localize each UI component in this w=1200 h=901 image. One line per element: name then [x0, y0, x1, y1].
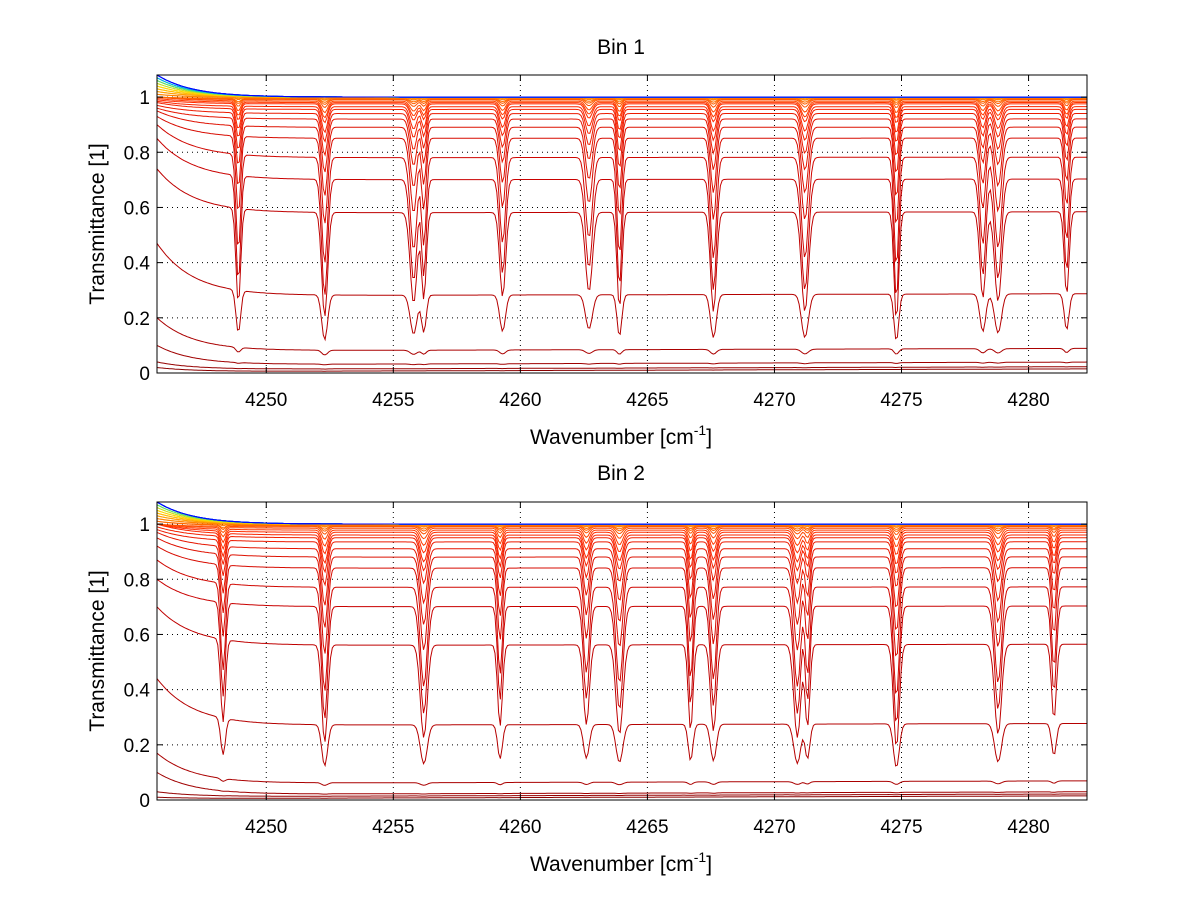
x-tick-label: 4275 [880, 817, 922, 838]
bin-2-y-axis-label: Transmittance [1] [86, 570, 109, 731]
spectrum-series-line [156, 367, 1087, 372]
spectrum-series-line [156, 74, 1087, 98]
x-tick-label: 4280 [1007, 817, 1049, 838]
spectrum-series-line [156, 791, 1087, 797]
spectrum-series-line [156, 138, 1087, 295]
x-tick-label: 4270 [753, 390, 795, 411]
y-tick-label: 0 [139, 364, 150, 385]
spectrum-series-line [156, 115, 1087, 224]
bin-1-title: Bin 1 [597, 36, 645, 59]
bin-2-panel: Bin 2 4250 4255 4260 4265 4270 4275 4280 0 0.2 0.… [86, 462, 1088, 876]
spectrum-series-line [156, 96, 1087, 105]
spectrum-series-line [156, 523, 1087, 540]
y-tick-label: 1 [139, 515, 150, 536]
y-tick-label: 0 [139, 791, 150, 812]
bin-2-ticks: 4250 4255 4260 4265 4270 4275 4280 0 0.2 0.4 0.6 0.… [124, 502, 1087, 838]
bin-2-series [156, 501, 1087, 799]
y-tick-label: 0.2 [124, 736, 150, 757]
spectrum-series-line [156, 110, 1087, 196]
spectrum-series-line [156, 559, 1087, 695]
y-tick-label: 0.6 [124, 198, 150, 219]
spectrum-series-line [156, 606, 1087, 745]
bin-2-x-axis-label: Wavenumber [cm-1] [530, 849, 712, 876]
spectrum-series-line [156, 107, 1087, 173]
x-tick-label: 4270 [753, 817, 795, 838]
x-tick-label: 4255 [372, 390, 414, 411]
bin-1-series [156, 74, 1088, 372]
spectrum-series-line [156, 523, 1087, 547]
spectrum-series-line [156, 526, 1087, 574]
bin-1-x-axis-label: Wavenumber [cm-1] [530, 422, 712, 449]
spectrum-series-line [156, 678, 1087, 768]
x-tick-label: 4250 [245, 390, 287, 411]
x-tick-label: 4250 [245, 817, 287, 838]
x-tick-label: 4265 [626, 817, 668, 838]
spectrum-series-line [156, 317, 1087, 356]
spectrum-series-line [156, 523, 1087, 555]
spectrum-series-line [156, 545, 1087, 657]
spectrum-series-line [156, 99, 1087, 124]
y-tick-label: 0.2 [124, 309, 150, 330]
bin-1-ticks: 4250 4255 4260 4265 4270 4275 4280 0 0.2 0.4 0.6 0.… [124, 75, 1087, 411]
spectrum-series-line [156, 771, 1087, 795]
spectrum-series-line [156, 361, 1087, 370]
bin-1-axes-frame [156, 74, 1088, 374]
bin-1-y-axis-label: Transmittance [1] [86, 143, 109, 304]
spectrum-series-line [156, 243, 1087, 342]
bin-1-panel: Bin 1 4250 4255 4260 4265 4270 4275 4280 0 0.2 0.… [86, 36, 1088, 449]
x-tick-label: 4275 [880, 390, 922, 411]
spectrum-series-line [156, 523, 1087, 535]
y-tick-label: 0.4 [124, 254, 151, 275]
spectrum-series-line [156, 104, 1087, 157]
y-tick-label: 0.6 [124, 625, 150, 646]
y-tick-label: 1 [139, 88, 150, 109]
x-tick-label: 4255 [372, 817, 414, 838]
y-tick-label: 0.8 [124, 143, 150, 164]
spectrum-series-line [156, 523, 1087, 565]
spectrum-series-line [156, 578, 1087, 722]
bin-2-title: Bin 2 [597, 462, 645, 485]
bin-2-axes-frame [156, 501, 1088, 801]
spectrum-series-line [156, 537, 1087, 630]
x-tick-label: 4280 [1007, 390, 1049, 411]
spectrum-series-line [156, 96, 1087, 114]
spectrum-series-line [156, 344, 1088, 366]
spectrum-series-line [156, 96, 1087, 109]
x-tick-label: 4260 [499, 390, 541, 411]
spectrum-series-line [156, 752, 1087, 786]
spectrum-series-line [156, 98, 1087, 119]
x-tick-label: 4265 [626, 390, 668, 411]
spectrum-series-line [156, 531, 1087, 608]
spectrum-series-line [156, 168, 1087, 317]
spectrum-series-line [156, 102, 1087, 143]
y-tick-label: 0.4 [124, 681, 151, 702]
spectrum-series-line [156, 124, 1087, 263]
spectrum-series-line [156, 100, 1087, 134]
y-tick-label: 0.8 [124, 570, 150, 591]
spectrum-series-line [156, 795, 1087, 799]
spectrum-series-line [156, 529, 1087, 587]
x-tick-label: 4260 [499, 817, 541, 838]
spectrum-series-line [156, 501, 1087, 525]
